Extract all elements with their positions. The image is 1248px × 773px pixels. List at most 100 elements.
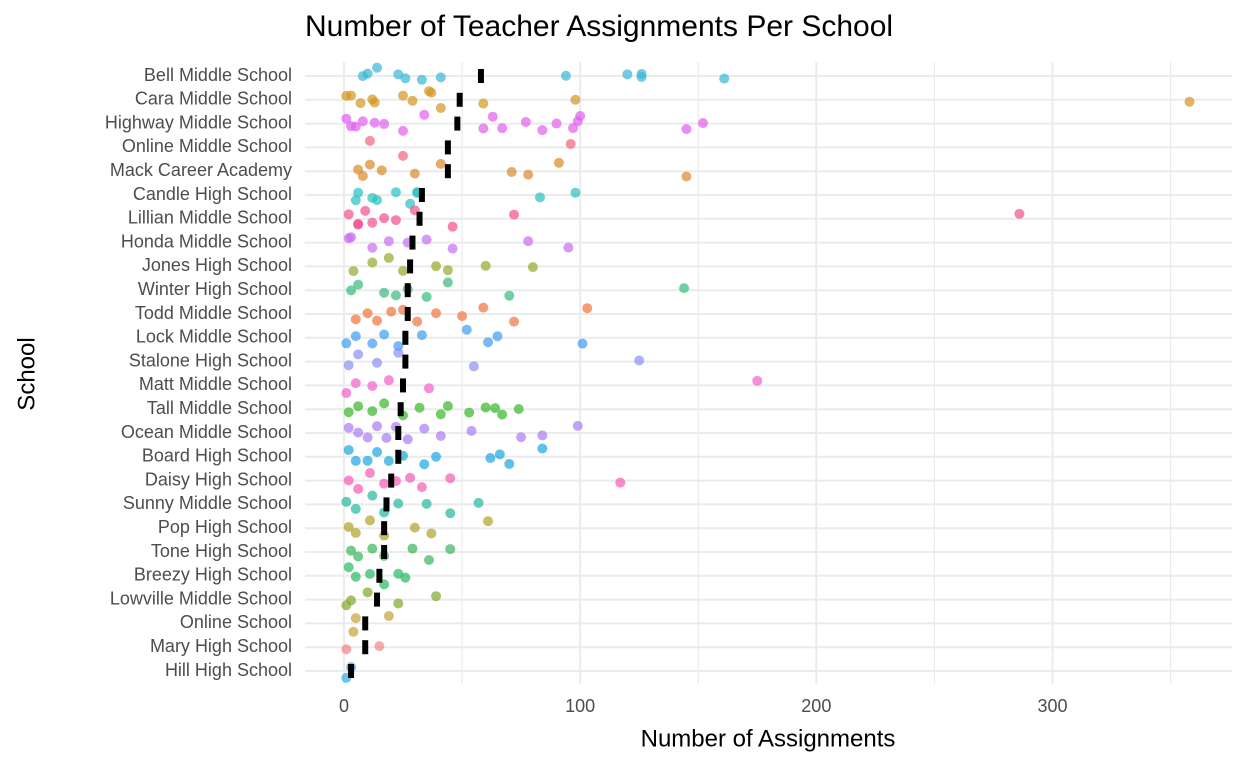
y-tick-label: Stalone High School bbox=[129, 350, 292, 370]
y-tick-label: Hill High School bbox=[165, 660, 292, 680]
data-point bbox=[376, 165, 387, 176]
data-point bbox=[534, 192, 545, 203]
data-point bbox=[435, 409, 446, 420]
data-point bbox=[572, 420, 583, 431]
data-point bbox=[367, 192, 378, 203]
x-tick-label: 300 bbox=[1037, 696, 1067, 716]
data-point bbox=[383, 375, 394, 386]
data-point bbox=[386, 306, 397, 317]
data-point bbox=[485, 453, 496, 464]
mean-marker bbox=[416, 211, 423, 226]
data-point bbox=[419, 109, 430, 120]
data-point bbox=[367, 380, 378, 391]
data-point bbox=[357, 171, 368, 182]
data-point bbox=[341, 388, 352, 399]
data-point bbox=[487, 111, 498, 122]
y-tick-label: Ocean Middle School bbox=[121, 422, 292, 442]
data-point bbox=[442, 277, 453, 288]
data-point bbox=[634, 355, 645, 366]
data-point bbox=[372, 315, 383, 326]
data-point bbox=[390, 290, 401, 301]
data-point bbox=[409, 522, 420, 533]
data-point bbox=[343, 209, 354, 220]
data-point bbox=[367, 406, 378, 417]
data-point bbox=[383, 236, 394, 247]
data-point bbox=[346, 545, 357, 556]
data-point bbox=[426, 528, 437, 539]
data-point bbox=[445, 508, 456, 519]
data-point bbox=[353, 551, 364, 562]
data-point bbox=[367, 242, 378, 253]
y-tick-label: Todd Middle School bbox=[135, 303, 292, 323]
data-point bbox=[577, 338, 588, 349]
data-point bbox=[379, 118, 390, 129]
data-point bbox=[509, 209, 520, 220]
y-tick-label: Candle High School bbox=[133, 184, 292, 204]
data-point bbox=[364, 515, 375, 526]
data-point bbox=[367, 217, 378, 228]
data-point bbox=[681, 124, 692, 135]
data-point bbox=[355, 98, 366, 109]
data-point bbox=[393, 598, 404, 609]
data-point bbox=[464, 407, 475, 418]
data-point bbox=[346, 285, 357, 296]
data-point bbox=[513, 404, 524, 415]
data-point bbox=[473, 497, 484, 508]
data-point bbox=[379, 398, 390, 409]
data-point bbox=[421, 234, 432, 245]
data-point bbox=[520, 116, 531, 127]
data-point bbox=[393, 347, 404, 358]
data-point bbox=[350, 455, 361, 466]
data-point bbox=[374, 641, 385, 652]
data-point bbox=[504, 458, 515, 469]
mean-marker bbox=[395, 449, 402, 464]
data-point bbox=[431, 308, 442, 319]
data-point bbox=[343, 360, 354, 371]
data-point bbox=[383, 610, 394, 621]
data-point bbox=[468, 361, 479, 372]
data-point bbox=[483, 516, 494, 527]
mean-marker bbox=[402, 354, 409, 369]
data-point bbox=[353, 279, 364, 290]
data-point bbox=[362, 308, 373, 319]
mean-marker bbox=[444, 164, 451, 179]
y-tick-label: Board High School bbox=[142, 446, 292, 466]
data-point bbox=[414, 402, 425, 413]
mean-marker bbox=[388, 473, 395, 488]
data-point bbox=[582, 303, 593, 314]
data-point bbox=[537, 443, 548, 454]
mean-marker bbox=[477, 69, 484, 83]
mean-marker bbox=[383, 497, 390, 512]
data-point bbox=[412, 316, 423, 327]
data-point bbox=[445, 473, 456, 484]
data-point bbox=[390, 187, 401, 198]
data-point bbox=[379, 478, 390, 489]
data-point bbox=[367, 94, 378, 105]
data-point bbox=[423, 383, 434, 394]
data-point bbox=[372, 446, 383, 457]
y-tick-label: Jones High School bbox=[142, 255, 292, 275]
data-point bbox=[367, 543, 378, 554]
data-point bbox=[390, 215, 401, 226]
data-point bbox=[407, 95, 418, 106]
data-point bbox=[346, 595, 357, 606]
data-point bbox=[480, 402, 491, 413]
data-point bbox=[419, 423, 430, 434]
mean-marker bbox=[348, 664, 355, 678]
data-point bbox=[506, 166, 517, 177]
data-point bbox=[357, 116, 368, 127]
data-point bbox=[402, 434, 413, 445]
data-point bbox=[719, 73, 730, 84]
data-point bbox=[551, 118, 562, 129]
data-point bbox=[447, 243, 458, 254]
data-point bbox=[622, 69, 633, 80]
data-point bbox=[431, 261, 442, 272]
data-point bbox=[372, 357, 383, 368]
data-point bbox=[523, 236, 534, 247]
y-tick-label: Sunny Middle School bbox=[123, 493, 292, 513]
data-point bbox=[516, 432, 527, 443]
data-point bbox=[343, 444, 354, 455]
x-tick-label: 200 bbox=[801, 696, 831, 716]
data-point bbox=[615, 477, 626, 488]
y-tick-label: Lock Middle School bbox=[136, 327, 292, 347]
